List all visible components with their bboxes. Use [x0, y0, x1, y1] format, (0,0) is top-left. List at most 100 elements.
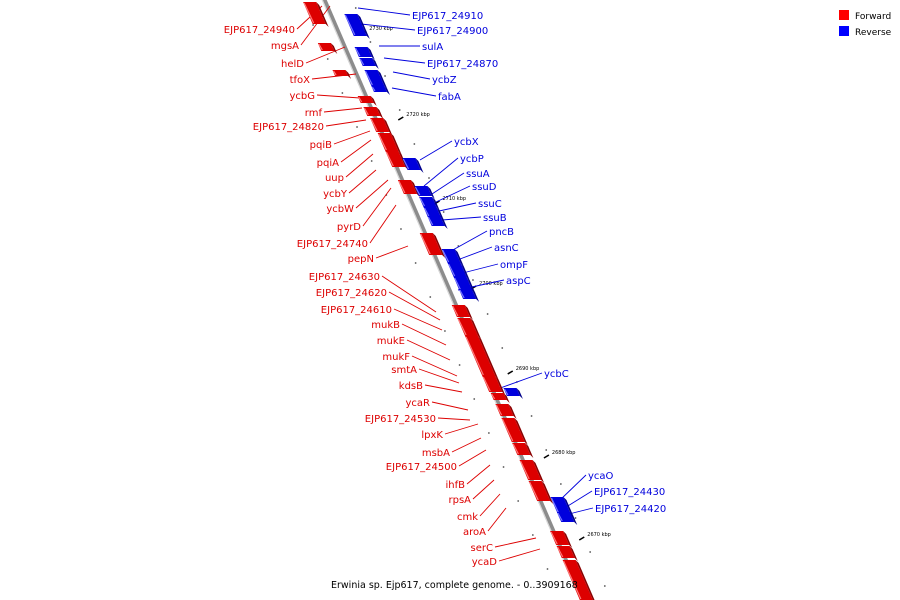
- forward-gene-block: [363, 107, 384, 119]
- spacer-dot: [326, 58, 329, 60]
- spacer-dot: [458, 364, 461, 366]
- reverse-gene-block: [441, 249, 464, 266]
- forward-gene-label: EJP617_24740: [297, 239, 368, 250]
- forward-gene-blocks: [303, 2, 595, 600]
- spacer-dot: [444, 330, 446, 332]
- forward-gene-label: uup: [325, 173, 344, 184]
- spacer-dot: [398, 109, 401, 111]
- forward-gene-label: lpxK: [421, 430, 443, 441]
- reverse-gene-label: EJP617_24870: [427, 59, 498, 70]
- reverse-gene-labels: EJP617_24910 EJP617_24900 sulA EJP617_24870…: [412, 11, 666, 515]
- forward-gene-block: [519, 460, 545, 483]
- reverse-gene-label: pncB: [489, 227, 514, 238]
- genome-backbone-highlight: [321, 0, 582, 600]
- tick-label: 2680 kbp: [552, 450, 576, 456]
- forward-label-line: [316, 94, 361, 99]
- forward-label-line: [381, 275, 437, 313]
- forward-gene-label: ycaR: [406, 398, 431, 409]
- spacer-dot: [413, 143, 416, 145]
- tick-mark: [578, 536, 585, 541]
- forward-gene-block: [370, 118, 393, 135]
- spacer-dot: [574, 517, 577, 519]
- spacer-dot: [400, 228, 402, 230]
- spacer-dot: [501, 347, 504, 349]
- spacer-dot: [545, 449, 548, 451]
- reverse-gene-label: EJP617_24420: [595, 504, 666, 515]
- reverse-gene-block: [458, 289, 480, 302]
- tick-mark: [543, 454, 550, 459]
- forward-gene-label: EJP617_24820: [253, 122, 324, 133]
- forward-gene-block: [482, 376, 506, 395]
- reverse-label-line: [435, 185, 471, 203]
- reverse-gene-label: ssuD: [472, 182, 497, 193]
- reverse-gene-label: aspC: [506, 276, 531, 287]
- reverse-label-line: [558, 474, 587, 502]
- forward-gene-label: mgsA: [271, 41, 299, 52]
- tick-label: 2700 kbp: [479, 281, 503, 287]
- spacer-dot: [559, 483, 562, 485]
- forward-gene-block: [528, 481, 554, 504]
- forward-label-line: [406, 339, 451, 361]
- forward-gene-label: cmk: [457, 512, 478, 523]
- spacer-dot: [603, 585, 606, 587]
- forward-gene-block: [377, 133, 402, 154]
- forward-label-line: [458, 449, 487, 467]
- forward-label-line: [325, 119, 367, 127]
- forward-label-line: [340, 139, 372, 163]
- forward-gene-label: EJP617_24620: [316, 288, 387, 299]
- reverse-label-line: [419, 140, 453, 161]
- forward-gene-label: EJP617_24530: [365, 414, 436, 425]
- forward-gene-label: msbA: [422, 448, 450, 459]
- spacer-dot: [414, 262, 417, 264]
- tick-mark: [507, 370, 514, 375]
- forward-gene-label: ycbW: [326, 204, 354, 215]
- reverse-gene-block: [447, 263, 470, 280]
- genome-caption: Erwinia sp. Ejp617, complete genome. - 0…: [331, 580, 578, 591]
- forward-gene-label: kdsB: [399, 381, 423, 392]
- forward-gene-label: ihfB: [446, 480, 466, 491]
- forward-gene-label: pqiB: [310, 140, 332, 151]
- forward-label-line: [401, 323, 447, 346]
- spacer-dot: [502, 466, 505, 468]
- forward-gene-label: mukF: [382, 352, 410, 363]
- reverse-gene-block: [453, 277, 476, 294]
- reverse-gene-label: ycbP: [460, 154, 484, 165]
- forward-label-line: [305, 46, 346, 64]
- tick-label: 2670 kbp: [587, 532, 611, 538]
- forward-gene-block: [550, 531, 573, 548]
- reverse-label-line: [360, 23, 416, 31]
- spacer-dot: [429, 296, 432, 298]
- reverse-label-line: [383, 57, 426, 64]
- reverse-label-line: [450, 230, 488, 252]
- reverse-label-line: [438, 202, 477, 212]
- forward-gene-label: serC: [471, 543, 493, 554]
- reverse-gene-label: ycbC: [544, 369, 569, 380]
- forward-gene-block: [556, 546, 578, 561]
- reverse-gene-block: [359, 58, 379, 69]
- spacer-dot: [369, 41, 372, 43]
- forward-label-line: [300, 5, 331, 46]
- genome-backbone: [321, 0, 586, 600]
- forward-gene-block: [317, 43, 338, 54]
- reverse-gene-label: ssuA: [466, 169, 490, 180]
- forward-gene-label: rmf: [305, 108, 323, 119]
- reverse-gene-block: [344, 14, 370, 39]
- forward-label-line: [333, 130, 371, 145]
- reverse-gene-block: [427, 216, 448, 229]
- spacer-dot: [442, 211, 445, 213]
- spacer-dot: [530, 415, 533, 417]
- reverse-gene-block: [503, 388, 523, 399]
- reverse-gene-label: EJP617_24910: [412, 11, 483, 22]
- forward-gene-label: helD: [281, 59, 304, 70]
- forward-label-line: [487, 507, 507, 532]
- forward-gene-block: [495, 404, 517, 419]
- forward-gene-label: EJP617_24500: [386, 462, 457, 473]
- reverse-gene-block: [364, 70, 388, 89]
- reverse-gene-label: EJP617_24430: [594, 487, 665, 498]
- forward-label-line: [472, 479, 495, 500]
- spacer-dot: [428, 177, 430, 179]
- forward-label-line: [466, 464, 491, 485]
- forward-gene-block: [512, 443, 534, 458]
- forward-label-line: [494, 537, 537, 548]
